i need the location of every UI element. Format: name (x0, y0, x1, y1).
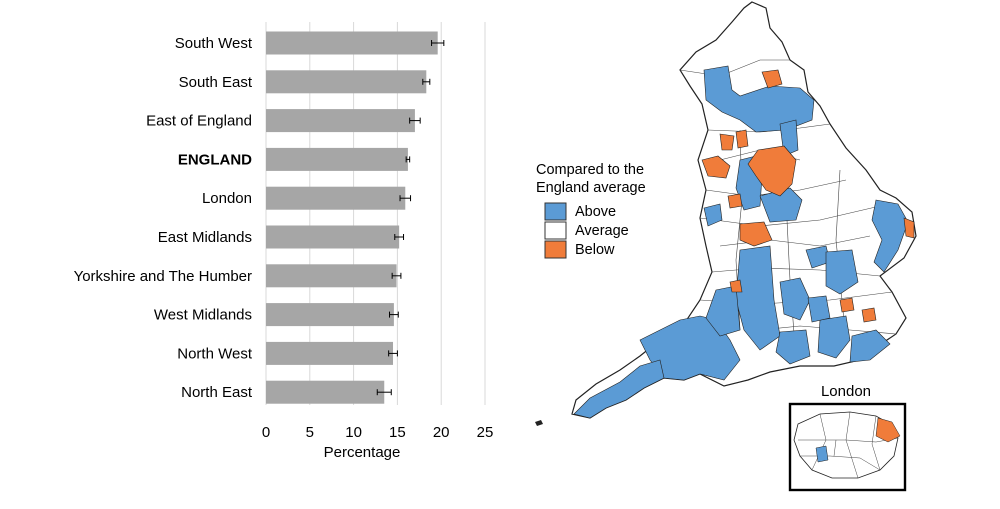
error-bar-north-west (388, 350, 398, 357)
bar-west-midlands (266, 303, 394, 327)
legend-label-average: Average (575, 223, 629, 239)
error-bar-north-east (376, 389, 392, 396)
category-label-north-west: North West (177, 345, 253, 362)
bar-north-east (266, 380, 385, 404)
bar-east-midlands (266, 225, 400, 249)
category-label-north-east: North East (181, 384, 253, 401)
london-above-borough (815, 445, 829, 463)
inset-title: London (821, 383, 871, 400)
category-labels: South West South East East of England ENGLA… (74, 35, 253, 401)
scilly-isles (535, 420, 543, 426)
london-inset: London (788, 383, 907, 492)
bars (266, 31, 438, 404)
error-bar-yorkshire-and-the-humber (391, 272, 402, 279)
bar-london (266, 186, 406, 210)
x-tick-5: 5 (306, 424, 314, 441)
category-label-yorkshire-and-the-humber: Yorkshire and The Humber (74, 268, 252, 285)
x-tick-15: 15 (389, 424, 406, 441)
category-label-west-midlands: West Midlands (154, 307, 252, 324)
x-tick-25: 25 (477, 424, 494, 441)
above-average-areas (573, 65, 909, 419)
error-bar-west-midlands (389, 311, 399, 318)
legend-title-line2: England average (536, 180, 646, 196)
england-map (535, 1, 917, 426)
bar-yorkshire-and-the-humber (266, 264, 397, 288)
category-label-london: London (202, 190, 252, 207)
x-tick-20: 20 (433, 424, 450, 441)
bar-england (266, 147, 408, 171)
below-average-areas (701, 69, 915, 323)
bar-chart: South West South East East of England ENGLA… (74, 22, 494, 461)
x-tick-labels: 0 5 10 15 20 25 (262, 424, 494, 441)
borough-boundaries (798, 411, 899, 479)
bar-south-east (266, 70, 427, 94)
legend-title-line1: Compared to the (536, 162, 644, 178)
error-bar-england (405, 156, 411, 163)
category-label-england: ENGLAND (178, 151, 252, 168)
x-tick-0: 0 (262, 424, 270, 441)
category-label-east-of-england: East of England (146, 113, 252, 130)
bar-north-west (266, 341, 394, 365)
bar-south-west (266, 31, 438, 55)
category-label-south-east: South East (179, 74, 253, 91)
error-bar-london (399, 195, 412, 202)
category-label-south-west: South West (175, 35, 253, 52)
legend-swatch-below (544, 240, 567, 259)
legend-swatch-above (544, 202, 567, 221)
legend-label-above: Above (575, 204, 616, 220)
legend-swatch-average (544, 221, 567, 240)
error-bars (376, 40, 445, 396)
error-bar-east-of-england (409, 117, 421, 124)
legend-label-below: Below (575, 242, 615, 258)
error-bar-south-east (422, 78, 431, 85)
error-bar-south-west (431, 40, 445, 46)
map-legend: Compared to the England average Above Ave… (536, 162, 646, 259)
x-axis-title: Percentage (324, 444, 401, 461)
bar-east-of-england (266, 109, 415, 133)
x-tick-10: 10 (345, 424, 362, 441)
london-below-borough (875, 417, 901, 443)
error-bar-east-midlands (394, 234, 405, 240)
category-label-east-midlands: East Midlands (158, 229, 252, 246)
